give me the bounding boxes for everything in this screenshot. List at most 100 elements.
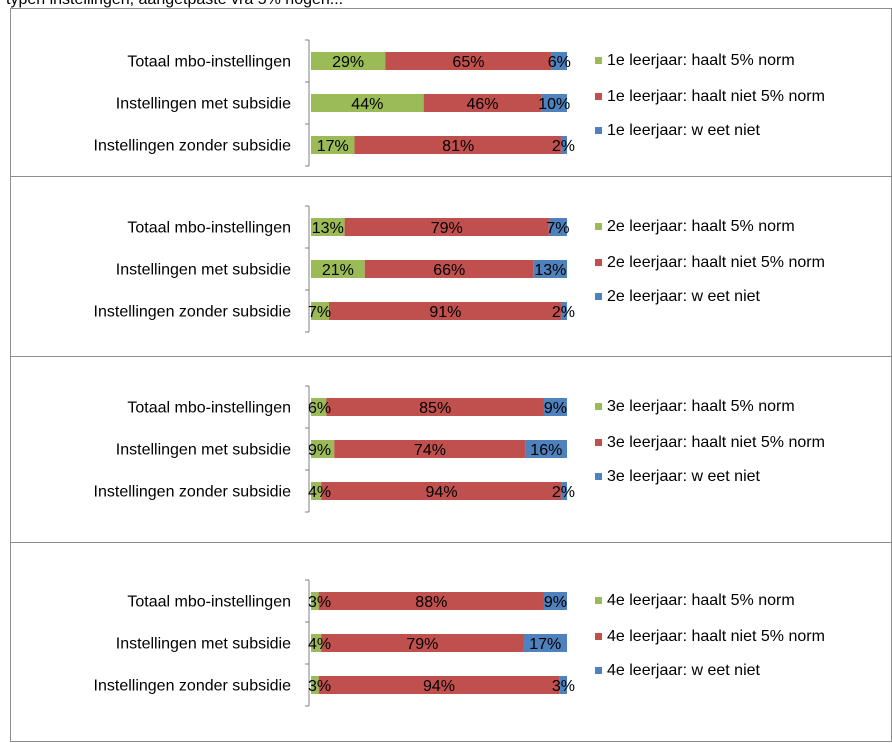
bar-segment (385, 52, 552, 70)
bar-segment (311, 440, 335, 458)
legend-label: 4e leerjaar: w eet niet (607, 662, 761, 679)
legend-label: 1e leerjaar: w eet niet (607, 122, 761, 139)
category-label: Totaal mbo-instellingen (127, 54, 291, 71)
data-label: 9% (544, 594, 567, 611)
data-label: 79% (431, 220, 463, 237)
data-label: 2% (552, 304, 575, 321)
data-label: 17% (529, 636, 561, 653)
legend-swatch (595, 597, 602, 604)
data-label: 6% (548, 54, 571, 71)
category-label: Instellingen zonder subsidie (94, 678, 292, 695)
category-label: Instellingen zonder subsidie (94, 304, 292, 321)
bar-segment (423, 94, 542, 112)
data-label: 81% (442, 138, 474, 155)
bar-segment (311, 482, 322, 500)
bar-segment (318, 676, 560, 694)
legend-label: 3e leerjaar: w eet niet (607, 468, 761, 485)
legend-swatch (595, 57, 602, 64)
legend-swatch (595, 667, 602, 674)
legend-swatch (595, 259, 602, 266)
legend-label: 2e leerjaar: w eet niet (607, 288, 761, 305)
data-label: 85% (419, 400, 451, 417)
category-label: Instellingen met subsidie (116, 442, 291, 459)
data-label: 3% (308, 678, 331, 695)
bar-segment (551, 52, 567, 70)
bar-segment (559, 676, 567, 694)
bar-segment (541, 94, 567, 112)
chart-panel-4: Totaal mbo-instellingen 3% 88% 9% Instelling… (10, 542, 892, 742)
data-label: 10% (538, 96, 570, 113)
category-label: Instellingen met subsidie (116, 96, 291, 113)
legend-swatch (595, 633, 602, 640)
bar-segment (311, 52, 386, 70)
legend-label: 3e leerjaar: haalt niet 5% norm (607, 434, 825, 451)
data-label: 9% (308, 442, 331, 459)
legend-swatch (595, 293, 602, 300)
category-label: Instellingen zonder subsidie (94, 484, 292, 501)
chart-svg: Totaal mbo-instellingen 29% 65% 6% Instellin… (94, 39, 825, 167)
category-label: Instellingen zonder subsidie (94, 138, 292, 155)
bar-segment (321, 482, 562, 500)
data-label: 16% (530, 442, 562, 459)
chart-panel-1: Totaal mbo-instellingen 29% 65% 6% Instellin… (10, 8, 892, 177)
data-label: 29% (332, 54, 364, 71)
data-label: 4% (308, 484, 331, 501)
category-label: Instellingen met subsidie (116, 262, 291, 279)
legend-label: 1e leerjaar: haalt niet 5% norm (607, 88, 825, 105)
bar-segment (311, 676, 319, 694)
bar-segment (311, 592, 319, 610)
bar-segment (326, 398, 544, 416)
data-label: 13% (534, 262, 566, 279)
bar-segment (344, 218, 549, 236)
legend-label: 4e leerjaar: haalt 5% norm (607, 592, 795, 609)
data-label: 66% (433, 262, 465, 279)
category-label: Totaal mbo-instellingen (127, 220, 291, 237)
data-label: 74% (414, 442, 446, 459)
legend-swatch (595, 223, 602, 230)
chart-svg: Totaal mbo-instellingen 6% 85% 9% Instelling… (94, 385, 825, 513)
bar-segment (523, 634, 567, 652)
data-label: 94% (426, 484, 458, 501)
data-label: 46% (467, 96, 499, 113)
bar-segment (354, 136, 562, 154)
data-label: 2% (552, 138, 575, 155)
data-label: 2% (552, 484, 575, 501)
legend-swatch (595, 439, 602, 446)
chart-svg: Totaal mbo-instellingen 13% 79% 7% Instellin… (94, 205, 825, 333)
legend-label: 4e leerjaar: haalt niet 5% norm (607, 628, 825, 645)
bar-segment (561, 302, 567, 320)
data-label: 88% (415, 594, 447, 611)
category-label: Totaal mbo-instellingen (127, 594, 291, 611)
data-label: 6% (308, 400, 331, 417)
data-label: 13% (312, 220, 344, 237)
legend-swatch (595, 93, 602, 100)
bar-segment (364, 260, 534, 278)
bar-segment (561, 482, 567, 500)
bar-segment (543, 592, 567, 610)
chart-panel-3: Totaal mbo-instellingen 6% 85% 9% Instelling… (10, 356, 892, 543)
data-label: 3% (552, 678, 575, 695)
legend-swatch (595, 473, 602, 480)
bar-segment (311, 94, 424, 112)
data-label: 4% (308, 636, 331, 653)
legend-label: 2e leerjaar: haalt 5% norm (607, 218, 795, 235)
category-label: Instellingen met subsidie (116, 636, 291, 653)
data-label: 94% (423, 678, 455, 695)
data-label: 3% (308, 594, 331, 611)
legend-label: 3e leerjaar: haalt 5% norm (607, 398, 795, 415)
bar-segment (334, 440, 526, 458)
legend-label: 1e leerjaar: haalt 5% norm (607, 52, 795, 69)
bar-segment (548, 218, 567, 236)
bar-segment (311, 218, 345, 236)
legend-label: 2e leerjaar: haalt niet 5% norm (607, 254, 825, 271)
category-label: Totaal mbo-instellingen (127, 400, 291, 417)
data-label: 7% (308, 304, 331, 321)
chart-panel-2: Totaal mbo-instellingen 13% 79% 7% Instellin… (10, 176, 892, 357)
data-label: 21% (322, 262, 354, 279)
legend-swatch (595, 127, 602, 134)
legend-swatch (595, 403, 602, 410)
bar-segment (311, 634, 322, 652)
bar-segment (543, 398, 567, 416)
bar-segment (311, 136, 355, 154)
data-label: 44% (351, 96, 383, 113)
